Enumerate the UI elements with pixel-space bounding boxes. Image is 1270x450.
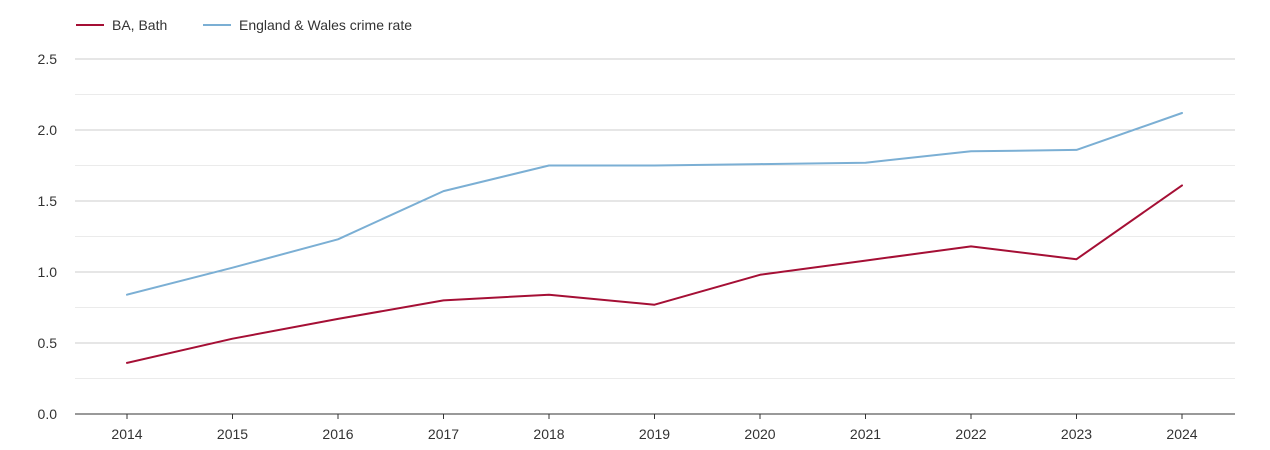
- legend-item-0[interactable]: BA, Bath: [76, 17, 167, 33]
- series-lines: [126, 112, 1183, 364]
- legend-label-1: England & Wales crime rate: [239, 17, 412, 33]
- x-tick-label: 2022: [955, 426, 986, 442]
- y-tick-label: 0.0: [38, 406, 58, 422]
- y-tick-label: 2.0: [38, 122, 58, 138]
- legend-label-0: BA, Bath: [112, 17, 167, 33]
- x-tick-label: 2016: [322, 426, 353, 442]
- series-line-1[interactable]: [126, 112, 1183, 296]
- grid-lines: [75, 58, 1235, 379]
- y-tick-label: 1.0: [38, 264, 58, 280]
- x-tick-label: 2014: [111, 426, 142, 442]
- x-tick-label: 2019: [639, 426, 670, 442]
- series-line-0[interactable]: [126, 184, 1183, 364]
- x-axis: 2014 2015 2016 2017 2018 2019 2020 2021 2022 2023…: [75, 413, 1235, 442]
- y-tick-label: 2.5: [38, 51, 58, 67]
- x-tick-label: 2015: [217, 426, 248, 442]
- x-tick-label: 2021: [850, 426, 881, 442]
- x-tick-label: 2023: [1061, 426, 1092, 442]
- legend-item-1[interactable]: England & Wales crime rate: [203, 17, 412, 33]
- x-tick-label: 2017: [428, 426, 459, 442]
- y-tick-label: 1.5: [38, 193, 58, 209]
- y-tick-label: 0.5: [38, 335, 58, 351]
- y-axis-ticks: 0.0 0.5 1.0 1.5 2.0 2.5: [38, 51, 58, 422]
- x-tick-label: 2018: [533, 426, 564, 442]
- x-tick-label: 2020: [744, 426, 775, 442]
- x-tick-label: 2024: [1166, 426, 1197, 442]
- legend: BA, Bath England & Wales crime rate: [76, 17, 412, 33]
